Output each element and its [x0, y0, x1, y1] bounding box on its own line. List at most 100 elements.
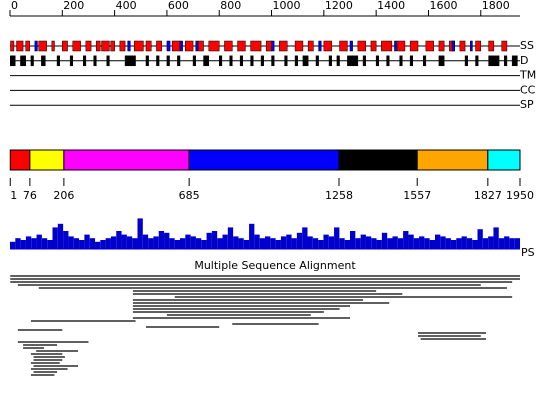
segment — [192, 55, 196, 67]
segment — [425, 40, 434, 52]
segment — [56, 55, 60, 67]
ps-bar — [355, 238, 361, 249]
segment — [328, 55, 332, 67]
domain-label: 76 — [23, 189, 37, 202]
ps-bar — [413, 238, 420, 249]
segment — [171, 40, 181, 52]
ps-bar — [153, 236, 159, 249]
ps-bar — [514, 238, 520, 249]
segment — [370, 40, 377, 52]
ps-bar — [350, 231, 356, 249]
segment — [106, 55, 110, 67]
ps-bar — [392, 236, 398, 249]
ps-bar — [424, 238, 430, 249]
segment — [488, 55, 500, 67]
track-label: SS — [520, 39, 534, 52]
segment — [38, 40, 47, 52]
ps-bar — [296, 232, 303, 249]
segment — [237, 40, 246, 52]
ps-bar — [371, 238, 377, 249]
ps-bar — [498, 238, 505, 249]
segment — [362, 55, 366, 67]
ps-bar — [450, 240, 457, 249]
ps-bar — [249, 223, 255, 249]
ps-bar — [227, 227, 234, 249]
ps-bar — [217, 238, 223, 249]
segment — [318, 40, 322, 52]
segment — [85, 40, 92, 52]
segment — [250, 55, 254, 67]
segment — [224, 40, 233, 52]
ruler-label: 1200 — [325, 0, 353, 12]
domain — [9, 149, 31, 171]
ps-bar — [509, 238, 515, 249]
segment — [82, 55, 87, 67]
ps-bar — [185, 234, 191, 249]
segment — [323, 40, 332, 52]
ps-bar — [41, 238, 48, 249]
segment — [488, 40, 495, 52]
ps-bar — [270, 238, 276, 249]
segment — [101, 40, 110, 52]
segment — [25, 40, 30, 52]
ps-bar — [201, 240, 207, 249]
ps-bar — [95, 241, 101, 249]
ps-bar — [89, 238, 95, 249]
ps-bar — [466, 238, 473, 249]
track-label: SP — [520, 98, 534, 111]
ps-bar — [142, 234, 149, 249]
domain — [63, 149, 190, 171]
ps-bar — [174, 240, 180, 249]
ps-bar — [100, 240, 106, 249]
segment — [381, 40, 393, 52]
ps-bar — [318, 240, 324, 249]
segment — [336, 55, 340, 67]
msa-title: Multiple Sequence Alignment — [194, 259, 356, 272]
domain — [188, 149, 340, 171]
ruler-label: 0 — [11, 0, 18, 12]
ps-bar — [180, 238, 186, 249]
ps-bar — [254, 234, 260, 249]
segment — [177, 55, 181, 67]
segment — [208, 40, 220, 52]
ps-bar — [15, 238, 21, 249]
segment — [16, 40, 24, 52]
ruler-label: 600 — [168, 0, 189, 12]
domain-label: 1557 — [403, 189, 431, 202]
segment — [145, 55, 149, 67]
ps-bar — [408, 234, 414, 249]
segment — [30, 55, 34, 67]
ps-bar — [126, 236, 133, 249]
ps-bar — [238, 238, 244, 249]
segment — [218, 55, 223, 67]
ps-bar — [477, 229, 483, 249]
domain-label: 206 — [53, 189, 74, 202]
segment — [229, 55, 233, 67]
domain-label: 1827 — [474, 189, 502, 202]
segment — [438, 40, 445, 52]
segment — [339, 40, 348, 52]
segment — [294, 55, 298, 67]
segment — [422, 55, 427, 67]
ps-bar — [233, 236, 239, 249]
segment — [409, 40, 419, 52]
segment — [195, 40, 199, 52]
ps-label: PS — [521, 246, 535, 259]
segment — [284, 55, 288, 67]
ps-bar — [461, 236, 467, 249]
ps-bar — [403, 231, 409, 249]
ps-bar — [169, 238, 175, 249]
segment — [166, 40, 171, 52]
domain-label: 1 — [10, 189, 17, 202]
segment — [475, 55, 479, 67]
ps-bar — [344, 240, 350, 249]
domain-label: 1950 — [506, 189, 534, 202]
track-label: TM — [519, 69, 536, 82]
segment — [96, 40, 101, 52]
segment — [166, 55, 170, 67]
ruler-label: 200 — [63, 0, 84, 12]
ps-bar — [47, 240, 53, 249]
segment — [198, 40, 204, 52]
segment — [20, 55, 26, 67]
segment — [451, 40, 455, 52]
